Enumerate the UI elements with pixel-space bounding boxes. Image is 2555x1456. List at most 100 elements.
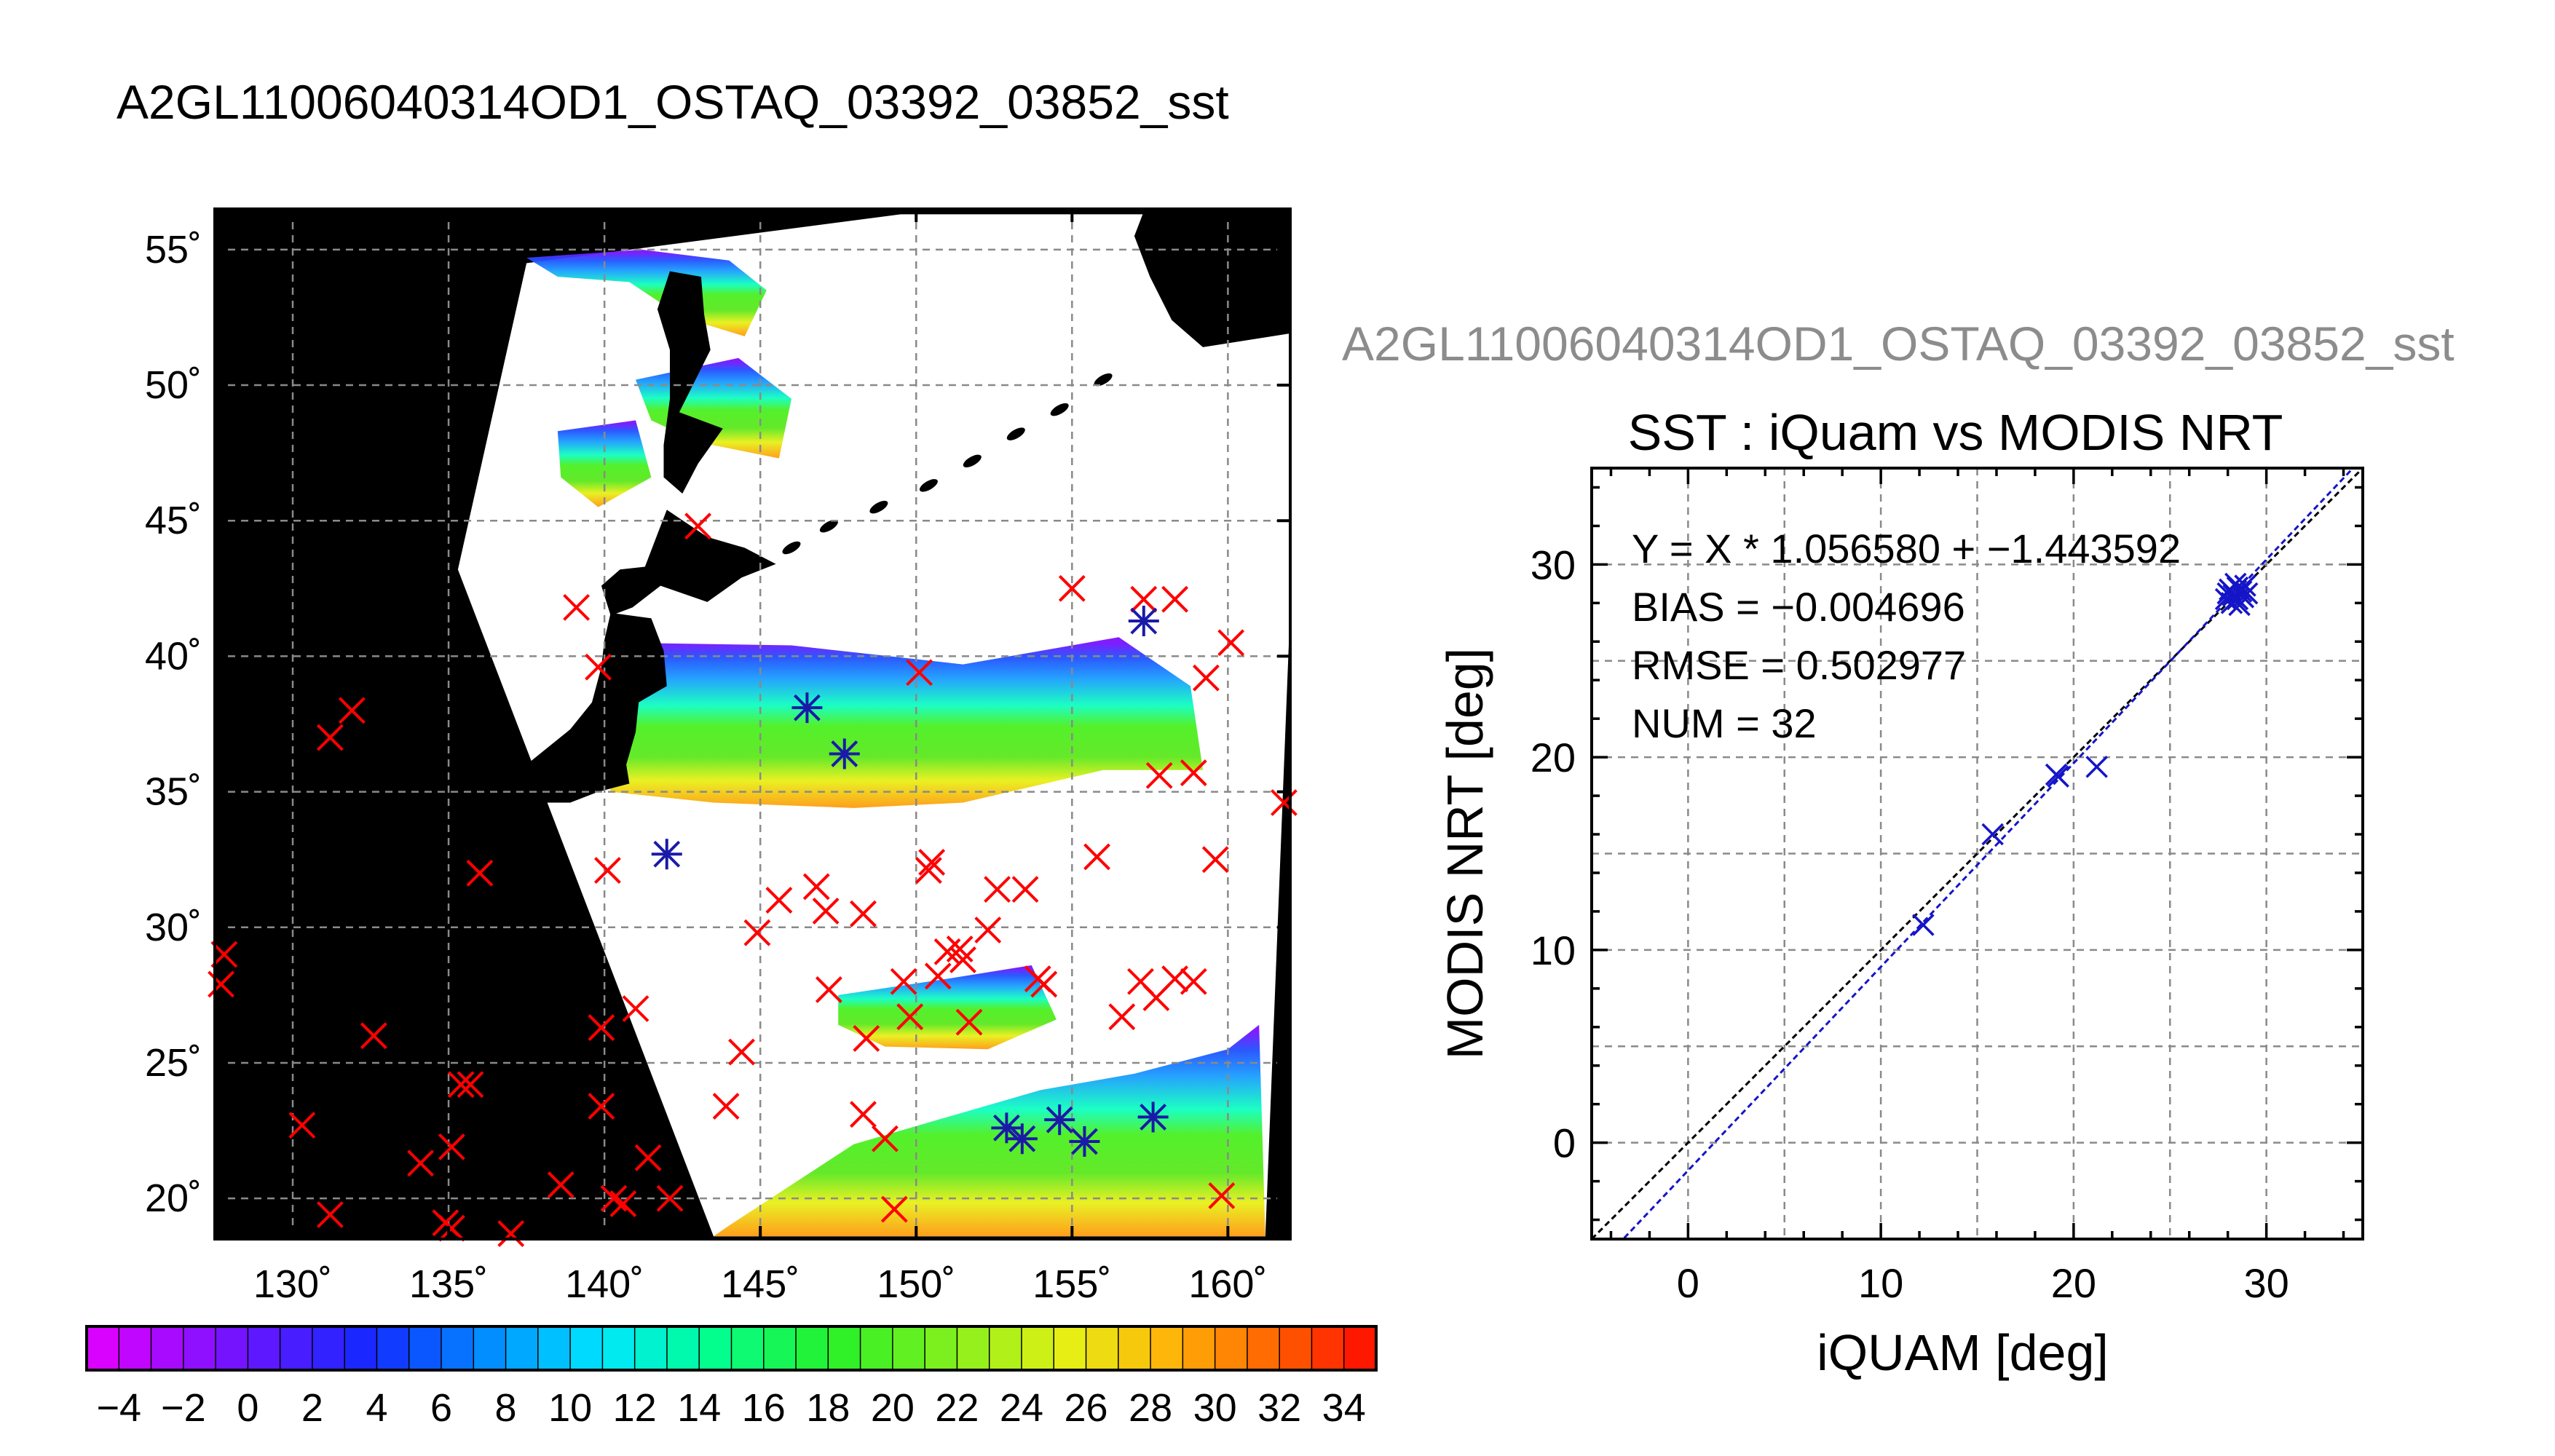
- colorbar-tick-label: 10: [548, 1386, 592, 1430]
- colorbar-cell: [925, 1326, 958, 1370]
- colorbar-cell: [860, 1326, 893, 1370]
- map-x-tick-label: 160˚: [1188, 1262, 1267, 1306]
- map-matchup-marker: [1217, 629, 1245, 657]
- map-matchup-marker: [949, 946, 976, 973]
- colorbar-cell: [473, 1326, 507, 1370]
- map-matchup-marker: [1011, 876, 1039, 903]
- map-x-tick-label: 135˚: [409, 1262, 488, 1306]
- map-matchup-marker: [609, 1190, 637, 1218]
- colorbar-cell: [1247, 1326, 1280, 1370]
- colorbar-cell: [1086, 1326, 1119, 1370]
- colorbar-tick-label: 18: [806, 1386, 850, 1430]
- colorbar-tick-label: 14: [677, 1386, 721, 1430]
- regression-line: [1622, 468, 2355, 1239]
- sst-map: 130˚ 135˚ 140˚ 145˚ 150˚ 155˚ 160˚ 20˚ 25˚ 30˚ 35˚…: [145, 207, 1298, 1306]
- map-y-tick-label: 25˚: [145, 1041, 202, 1085]
- colorbar-cell: [1022, 1326, 1054, 1370]
- colorbar-cell: [1215, 1326, 1248, 1370]
- map-matchup-marker: [743, 919, 771, 946]
- colorbar-cell: [699, 1326, 732, 1370]
- map-matchup-marker: [588, 1014, 615, 1041]
- colorbar-tick-label: 0: [237, 1386, 258, 1430]
- colorbar-cell: [537, 1326, 571, 1370]
- land-kamchatka: [1134, 209, 1290, 347]
- scatter-point: [2234, 574, 2256, 597]
- land-kuril-island: [963, 454, 982, 468]
- sst-patch-central: [838, 965, 1057, 1050]
- colorbar-cell: [1279, 1326, 1313, 1370]
- land-kuril-island: [782, 541, 801, 555]
- map-matchup-marker: [338, 697, 366, 724]
- colorbar-tick-label: 24: [1000, 1386, 1043, 1430]
- map-matchup-marker: [906, 659, 933, 687]
- colorbar-tick-label: 26: [1064, 1386, 1107, 1430]
- map-matchup-marker: [712, 1093, 740, 1120]
- colorbar-cell: [602, 1326, 636, 1370]
- map-matchup-marker: [974, 917, 1002, 943]
- land-sakhalin: [657, 271, 723, 494]
- colorbar-cell: [151, 1326, 184, 1370]
- map-x-tick-label: 140˚: [565, 1262, 644, 1306]
- map-matchup-marker: [438, 1133, 465, 1160]
- colorbar-tick-label: 34: [1322, 1386, 1366, 1430]
- map-matchup-marker: [288, 1112, 316, 1139]
- stats-annotation: NUM = 32: [1632, 700, 1817, 746]
- map-x-tick-label: 150˚: [877, 1262, 955, 1306]
- map-matchup-marker: [850, 1101, 877, 1128]
- map-matchup-marker: [497, 1220, 525, 1247]
- map-valid-matchup-marker: [991, 1112, 1022, 1144]
- colorbar-tick-label: 32: [1257, 1386, 1301, 1430]
- colorbar-cell: [280, 1326, 313, 1370]
- map-matchup-marker: [946, 935, 974, 962]
- scatter-x-tick-label: 20: [2051, 1260, 2096, 1306]
- map-matchup-marker: [547, 1171, 574, 1198]
- map-matchup-marker: [588, 1093, 615, 1120]
- map-matchup-marker: [1271, 789, 1298, 816]
- colorbar-cell: [344, 1326, 378, 1370]
- colorbar-cell: [376, 1326, 410, 1370]
- scatter-point: [2228, 593, 2251, 617]
- scatter-point: [2226, 587, 2249, 611]
- colorbar-cell: [441, 1326, 474, 1370]
- map-matchup-marker: [594, 857, 621, 884]
- map-matchup-marker: [955, 1008, 983, 1036]
- map-matchup-marker: [728, 1038, 755, 1066]
- colorbar-cell: [989, 1326, 1022, 1370]
- stats-annotation: RMSE = 0.502977: [1632, 642, 1966, 688]
- colorbar-tick-label: 22: [935, 1386, 979, 1430]
- colorbar-cell: [505, 1326, 539, 1370]
- land-hokkaido: [601, 510, 776, 616]
- colorbar-tick-label: 6: [430, 1386, 452, 1430]
- colorbar-cell: [731, 1326, 765, 1370]
- map-matchup-marker: [984, 876, 1011, 903]
- map-y-tick-label: 20˚: [145, 1176, 202, 1220]
- scatter-frame: [1590, 467, 2364, 1241]
- map-matchup-marker: [1180, 759, 1207, 786]
- colorbar-cell: [892, 1326, 925, 1370]
- colorbar-cell: [87, 1326, 119, 1370]
- land-kuril-island: [919, 479, 938, 492]
- scatter-y-tick-label: 20: [1531, 735, 1576, 780]
- colorbar-cell: [667, 1326, 700, 1370]
- scatter-y-tick-label: 0: [1553, 1120, 1576, 1166]
- map-y-tick-label: 30˚: [145, 906, 202, 949]
- map-matchup-marker: [466, 859, 494, 887]
- map-x-tick-label: 130˚: [253, 1262, 332, 1306]
- land-kuril-island: [869, 500, 888, 514]
- map-matchup-marker: [1083, 843, 1110, 871]
- map-y-tick-label: 40˚: [145, 634, 202, 678]
- scatter-point: [2085, 756, 2108, 778]
- land-kuril-island: [1094, 373, 1113, 387]
- map-matchup-marker: [1058, 574, 1086, 602]
- sst-patch-kuroshio: [598, 637, 1204, 808]
- map-matchup-marker: [684, 513, 711, 540]
- map-y-tick-label: 45˚: [145, 499, 202, 542]
- colorbar-cell: [1343, 1326, 1377, 1370]
- map-ticks: [215, 209, 1290, 1239]
- map-x-tick-label: 145˚: [721, 1262, 799, 1306]
- map-valid-matchup-marker: [1044, 1104, 1075, 1136]
- map-matchup-marker: [438, 1214, 465, 1242]
- map-grid: [215, 209, 1290, 1239]
- map-matchup-marker: [853, 1025, 880, 1052]
- map-x-tick-label: 155˚: [1032, 1262, 1111, 1306]
